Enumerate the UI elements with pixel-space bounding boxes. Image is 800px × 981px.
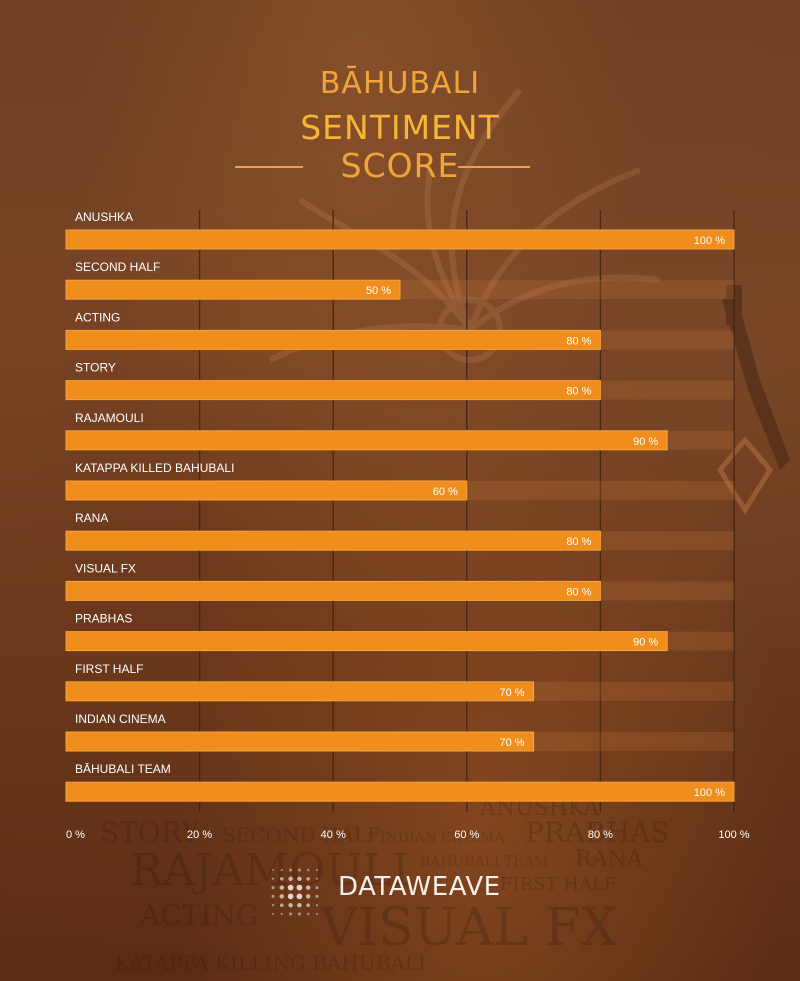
bar <box>65 631 668 652</box>
value-label: 90 % <box>633 637 658 649</box>
value-label: 60 % <box>433 486 458 498</box>
logo-dot <box>279 903 284 908</box>
watermark-word: INDIAN CINEMA <box>380 830 505 846</box>
category-label: ANUSHKA <box>75 210 133 224</box>
logo-dot <box>306 876 311 881</box>
watermark-word: BAHUBALI TEAM <box>420 854 548 870</box>
logo-dot <box>279 894 285 899</box>
logo-dot <box>271 894 275 898</box>
logo-dot <box>288 876 293 882</box>
bar <box>65 781 735 802</box>
category-label: ACTING <box>75 310 120 324</box>
logo-dot <box>279 885 285 890</box>
x-tick-label: 100 % <box>718 829 749 841</box>
value-label: 70 % <box>500 687 525 699</box>
logo-dot <box>289 868 293 872</box>
bar <box>65 681 535 702</box>
logo-dot <box>280 912 284 916</box>
logo-dot <box>280 868 284 872</box>
category-label: RAJAMOULI <box>75 411 144 425</box>
watermark-word: ACTING <box>139 899 258 932</box>
bar <box>65 530 601 551</box>
watermark-word: VISUAL FX <box>319 898 618 958</box>
category-label: KATAPPA KILLED BAHUBALI <box>75 461 234 475</box>
value-label: 80 % <box>566 586 591 598</box>
value-label: 80 % <box>566 386 591 398</box>
category-label: VISUAL FX <box>75 561 136 575</box>
value-label: 90 % <box>633 436 658 448</box>
logo-dot <box>305 894 311 899</box>
category-label: FIRST HALF <box>75 662 143 676</box>
logo-dot <box>297 912 301 916</box>
logo-dot <box>271 886 275 890</box>
bar <box>65 329 601 350</box>
watermark-word: RAJAMOULI <box>130 845 409 896</box>
logo-dot <box>315 868 319 872</box>
logo-dot <box>271 877 275 881</box>
watermark-word: STORY <box>100 816 200 849</box>
value-label: 50 % <box>366 285 391 297</box>
logo-dot <box>305 885 311 890</box>
bar <box>65 279 401 300</box>
title-rule-left <box>235 166 303 168</box>
watermark-word: KATAPPA KILLING BAHUBALI <box>115 951 426 975</box>
value-label: 80 % <box>566 335 591 347</box>
value-label: 70 % <box>500 737 525 749</box>
watermark-word: PRABHAS <box>525 816 670 849</box>
logo-dot <box>306 912 310 916</box>
logo-dot <box>271 868 275 872</box>
logo-dot <box>287 884 294 891</box>
bar <box>65 380 601 401</box>
logo-dot <box>271 903 275 907</box>
bar <box>65 229 735 250</box>
bar <box>65 480 468 501</box>
x-tick-label: 60 % <box>454 829 479 841</box>
logo-dot <box>289 912 293 916</box>
category-label: INDIAN CINEMA <box>75 712 166 726</box>
logo-dot <box>271 912 275 916</box>
logo-dot <box>297 868 301 872</box>
value-label: 80 % <box>566 536 591 548</box>
dot-grid-logo-icon <box>271 868 319 916</box>
logo-dot <box>297 876 302 882</box>
value-label: 100 % <box>694 787 725 799</box>
bar <box>65 731 535 752</box>
logo-dot <box>296 893 303 900</box>
logo-dot <box>279 876 284 881</box>
logo-dot <box>315 877 319 881</box>
logo-dot <box>315 894 319 898</box>
logo-dot <box>315 903 319 907</box>
bar <box>65 580 601 601</box>
category-label: STORY <box>75 361 116 375</box>
x-tick-label: 80 % <box>588 829 613 841</box>
logo-dot <box>287 893 294 900</box>
title-line-2: SENTIMENT <box>300 108 500 147</box>
logo-dot <box>288 902 293 908</box>
brand-name: DATAWEAVE <box>338 872 501 902</box>
logo-dot <box>306 868 310 872</box>
category-label: PRABHAS <box>75 612 132 626</box>
x-tick-label: 40 % <box>321 829 346 841</box>
category-label: RANA <box>75 511 108 525</box>
title-line-3: SCORE <box>340 146 460 185</box>
value-label: 100 % <box>694 235 725 247</box>
logo-dot <box>315 886 319 890</box>
title-line-1: BĀHUBALI <box>319 66 481 101</box>
category-label: BĀHUBALI TEAM <box>75 762 171 776</box>
logo-dot <box>306 903 311 908</box>
watermark-word: RANA <box>575 847 644 872</box>
logo-dot <box>297 902 302 908</box>
logo-dot <box>296 884 303 891</box>
x-tick-label: 0 % <box>66 829 85 841</box>
watermark-word: FIRST HALF <box>500 874 616 895</box>
title-rule-right <box>458 166 530 168</box>
bar <box>65 430 668 451</box>
x-tick-label: 20 % <box>187 829 212 841</box>
watermark-word: SECOND HALF <box>222 823 381 847</box>
logo-dot <box>315 912 319 916</box>
category-label: SECOND HALF <box>75 260 160 274</box>
